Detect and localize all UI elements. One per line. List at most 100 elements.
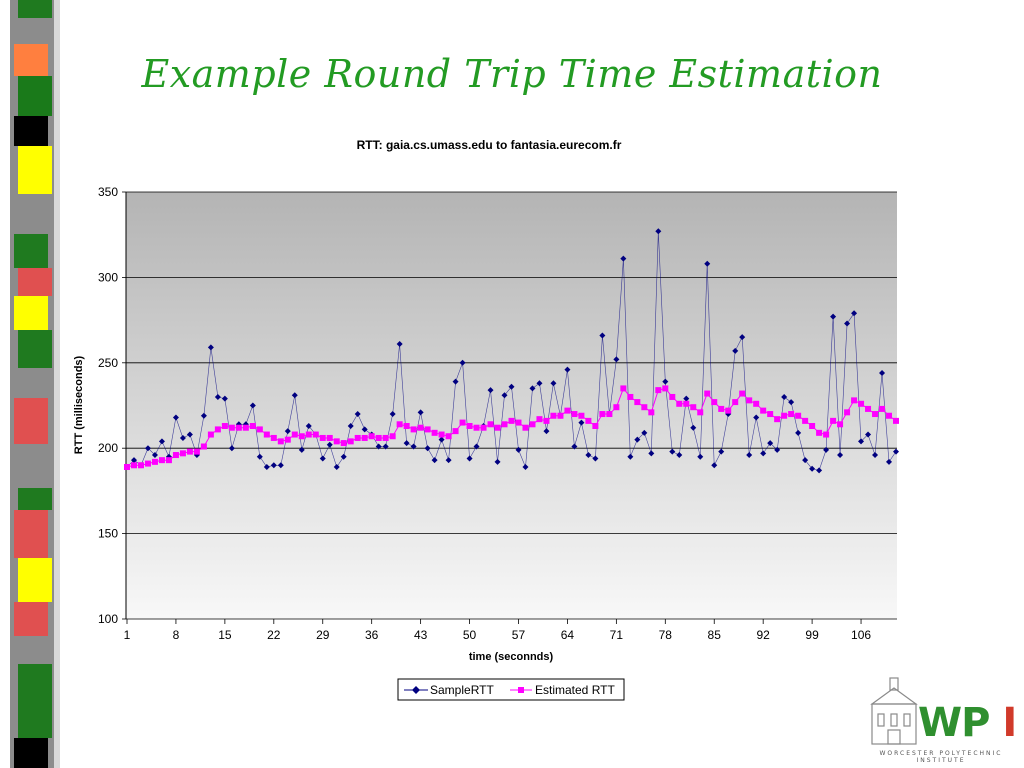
data-point [634,399,641,406]
data-point [641,429,648,436]
data-point [788,399,795,406]
data-point [158,457,165,464]
data-point [886,458,893,465]
data-point [417,424,424,431]
data-point [830,417,837,424]
data-point [494,458,501,465]
data-point [648,450,655,457]
data-point [767,411,774,418]
data-point [431,457,438,464]
x-tick-label: 99 [805,628,819,642]
data-point [501,392,508,399]
data-point [340,453,347,460]
data-point [844,320,851,327]
slide-title: Example Round Trip Time Estimation [141,52,883,96]
data-point [690,404,697,411]
data-point [704,390,711,397]
data-point [347,438,354,445]
data-point [256,426,263,433]
data-point [396,341,403,348]
data-point [186,431,193,438]
data-point [830,313,837,320]
data-point [389,411,396,418]
data-point [137,462,144,469]
data-point [606,411,613,418]
data-point [536,416,543,423]
data-point [648,409,655,416]
x-tick-label: 106 [851,628,871,642]
data-point [424,426,431,433]
y-tick-label: 250 [98,356,118,370]
data-point [557,412,564,419]
data-point [795,412,802,419]
decorative-side-strip [0,0,60,768]
data-point [410,426,417,433]
data-point [200,443,207,450]
data-point [683,400,690,407]
x-tick-label: 50 [463,628,477,642]
data-point [221,422,228,429]
data-point [249,402,256,409]
data-point [823,446,830,453]
data-point [634,436,641,443]
data-point [592,455,599,462]
data-point [669,448,676,455]
data-point [753,400,760,407]
data-point [683,395,690,402]
data-point [284,428,291,435]
x-tick-label: 57 [512,628,526,642]
data-point [543,428,550,435]
strip-block [18,146,52,194]
data-point [452,378,459,385]
data-point [550,380,557,387]
data-point [214,393,221,400]
legend-estimated-marker [518,687,524,693]
data-point [746,397,753,404]
data-point [788,411,795,418]
data-point [480,424,487,431]
data-point [340,440,347,447]
data-point [473,443,480,450]
data-point [473,424,480,431]
wpi-logo [870,677,918,745]
strip-block [14,296,48,330]
data-point [613,404,620,411]
data-point [851,310,858,317]
data-point [326,434,333,441]
x-tick-label: 43 [414,628,428,642]
strip-edge [54,0,60,768]
data-point [627,393,634,400]
data-point [186,448,193,455]
data-point [802,417,809,424]
x-tick-label: 92 [756,628,770,642]
x-tick-label: 85 [708,628,722,642]
data-point [886,412,893,419]
x-tick-label: 78 [659,628,673,642]
data-point [487,387,494,394]
data-point [816,429,823,436]
strip-block [18,558,52,602]
x-tick-label: 36 [365,628,379,642]
data-point [515,419,522,426]
data-point [333,438,340,445]
data-point [690,424,697,431]
data-point [151,458,158,465]
data-point [445,457,452,464]
strip-block [18,664,52,738]
data-point [718,448,725,455]
data-point [767,440,774,447]
data-point [375,434,382,441]
strip-block [14,398,48,444]
data-point [739,334,746,341]
data-point [585,452,592,459]
data-point [445,433,452,440]
y-tick-label: 300 [98,270,118,284]
data-point [529,385,536,392]
data-point [753,414,760,421]
y-tick-label: 200 [98,441,118,455]
data-point [893,417,899,424]
data-point [529,421,536,428]
data-point [711,399,718,406]
data-point [802,457,809,464]
data-point [410,443,417,450]
